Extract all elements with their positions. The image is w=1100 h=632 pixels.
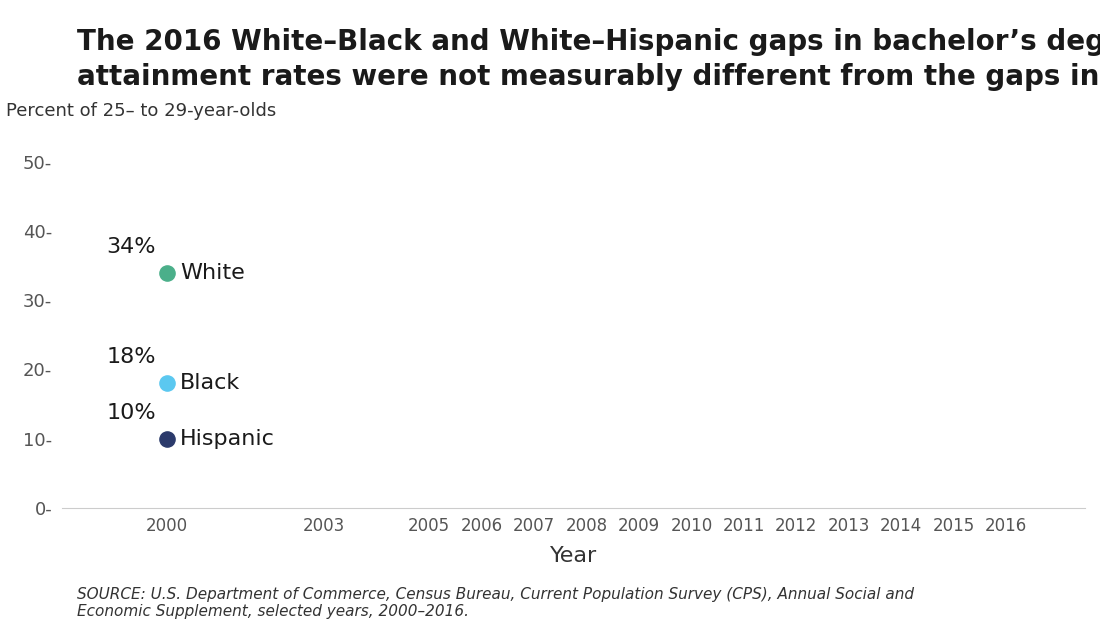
Text: 34%: 34% xyxy=(107,237,156,257)
Text: White: White xyxy=(180,263,244,283)
Point xyxy=(158,378,176,388)
Text: Hispanic: Hispanic xyxy=(180,428,275,449)
Text: Black: Black xyxy=(180,374,240,393)
Text: SOURCE: U.S. Department of Commerce, Census Bureau, Current Population Survey (C: SOURCE: U.S. Department of Commerce, Cen… xyxy=(77,587,914,619)
Text: Percent of 25– to 29-year-olds: Percent of 25– to 29-year-olds xyxy=(6,102,276,119)
Point xyxy=(158,268,176,278)
X-axis label: Year: Year xyxy=(550,547,597,566)
Text: 18%: 18% xyxy=(107,348,156,367)
Point xyxy=(158,434,176,444)
Text: The 2016 White–Black and White–Hispanic gaps in bachelor’s degree
attainment rat: The 2016 White–Black and White–Hispanic … xyxy=(77,28,1100,91)
Text: 10%: 10% xyxy=(107,403,156,423)
